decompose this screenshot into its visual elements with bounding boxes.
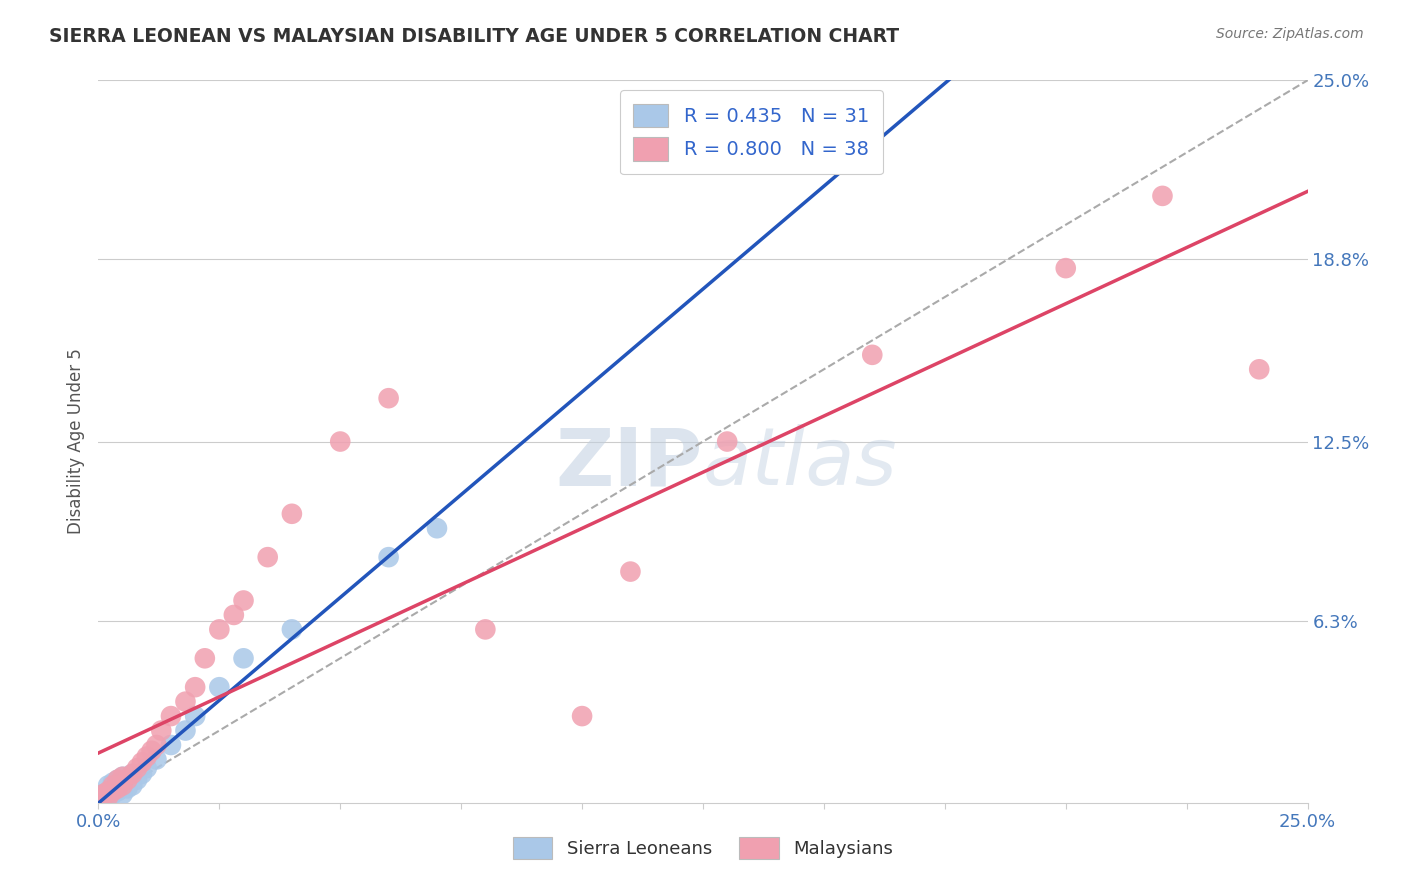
Legend: Sierra Leoneans, Malaysians: Sierra Leoneans, Malaysians <box>506 830 900 866</box>
Point <box>127 772 149 787</box>
Point <box>160 709 183 723</box>
Point <box>111 770 134 784</box>
Point <box>111 787 134 801</box>
Point <box>1152 189 1174 203</box>
Text: ZIP: ZIP <box>555 425 703 502</box>
Y-axis label: Disability Age Under 5: Disability Age Under 5 <box>66 349 84 534</box>
Point <box>107 781 129 796</box>
Point <box>121 779 143 793</box>
Point <box>90 793 112 807</box>
Point <box>97 784 120 798</box>
Text: SIERRA LEONEAN VS MALAYSIAN DISABILITY AGE UNDER 5 CORRELATION CHART: SIERRA LEONEAN VS MALAYSIAN DISABILITY A… <box>49 27 900 45</box>
Point <box>131 756 153 770</box>
Point <box>474 623 496 637</box>
Point <box>97 784 120 798</box>
Point <box>101 779 124 793</box>
Point <box>97 779 120 793</box>
Point <box>101 784 124 798</box>
Text: atlas: atlas <box>703 425 898 502</box>
Point <box>111 770 134 784</box>
Point <box>107 772 129 787</box>
Point <box>117 772 139 787</box>
Point <box>194 651 217 665</box>
Point <box>121 767 143 781</box>
Point <box>150 723 173 738</box>
Point <box>232 651 254 665</box>
Point <box>97 790 120 805</box>
Point <box>107 779 129 793</box>
Point <box>174 695 197 709</box>
Point <box>281 623 304 637</box>
Point <box>145 738 167 752</box>
Point <box>111 779 134 793</box>
Point <box>141 744 163 758</box>
Point <box>90 793 112 807</box>
Point <box>117 772 139 787</box>
Point <box>184 709 207 723</box>
Point <box>97 790 120 805</box>
Point <box>222 607 245 622</box>
Point <box>256 550 278 565</box>
Point <box>571 709 593 723</box>
Point <box>1249 362 1271 376</box>
Point <box>174 723 197 738</box>
Point <box>131 767 153 781</box>
Point <box>716 434 738 449</box>
Point <box>101 775 124 789</box>
Point <box>111 779 134 793</box>
Point <box>107 772 129 787</box>
Point <box>281 507 304 521</box>
Point <box>377 391 399 405</box>
Point <box>135 749 157 764</box>
Point <box>101 781 124 796</box>
Point <box>208 623 231 637</box>
Point <box>145 752 167 766</box>
Point <box>117 781 139 796</box>
Point <box>426 521 449 535</box>
Point <box>619 565 641 579</box>
Point <box>184 680 207 694</box>
Point <box>91 790 114 805</box>
Point <box>91 790 114 805</box>
Point <box>160 738 183 752</box>
Point <box>1054 261 1077 276</box>
Point <box>127 761 149 775</box>
Point <box>107 784 129 798</box>
Point <box>101 787 124 801</box>
Point <box>329 434 352 449</box>
Point <box>860 348 883 362</box>
Point <box>121 767 143 781</box>
Point <box>91 787 114 801</box>
Point <box>135 761 157 775</box>
Point <box>91 787 114 801</box>
Text: Source: ZipAtlas.com: Source: ZipAtlas.com <box>1216 27 1364 41</box>
Point <box>232 593 254 607</box>
Point <box>208 680 231 694</box>
Point <box>377 550 399 565</box>
